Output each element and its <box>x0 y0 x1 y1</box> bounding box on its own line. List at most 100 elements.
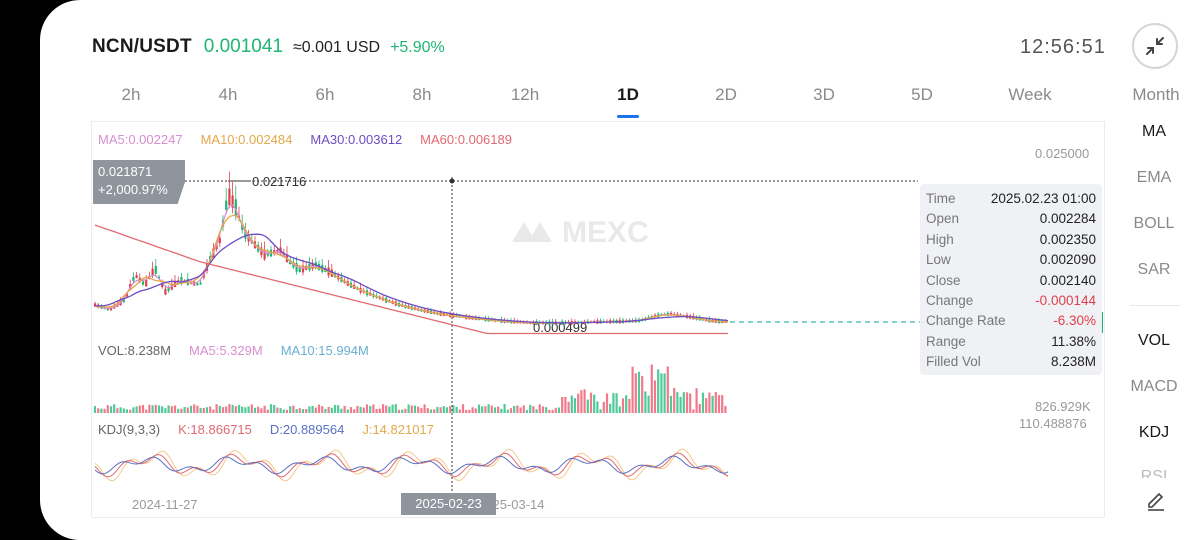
volume-bar <box>103 408 106 413</box>
volume-bar <box>362 407 365 413</box>
volume-bar <box>276 407 279 413</box>
volume-bar <box>353 409 356 413</box>
volume-bar <box>292 405 295 413</box>
volume-bar <box>132 407 135 413</box>
pair-name[interactable]: NCN/USDT <box>92 36 192 57</box>
tooltip-row: Low 0.002090 <box>926 250 1096 270</box>
volume-bar <box>218 405 221 413</box>
volume-bar <box>237 404 241 413</box>
indicator-rsi[interactable]: RSI <box>1140 468 1168 478</box>
tooltip-label: Filled Vol <box>926 354 981 370</box>
volume-bar <box>295 409 298 413</box>
volume-bar <box>193 404 196 413</box>
volume-bar <box>241 406 244 413</box>
volume-bar <box>359 406 362 413</box>
volume-bar <box>388 406 391 413</box>
volume-bar <box>503 404 506 413</box>
volume-bar <box>196 405 199 413</box>
tab-3d[interactable]: 3D <box>813 85 835 104</box>
volume-bar <box>679 396 682 413</box>
tab-1d[interactable]: 1D <box>617 85 639 104</box>
volume-bar <box>247 406 250 413</box>
current-price: 0.001041 <box>203 36 284 57</box>
volume-bar <box>119 407 122 413</box>
volume-bar <box>145 409 148 413</box>
indicator-vol[interactable]: VOL <box>1137 332 1170 349</box>
pencil-icon[interactable] <box>1145 490 1167 512</box>
volume-bar <box>356 405 359 413</box>
volume-bar <box>701 392 705 413</box>
volume-bar <box>458 409 461 413</box>
volume-bar <box>141 404 145 413</box>
watermark-text: MEXC <box>562 216 649 249</box>
volume-bar <box>529 404 532 413</box>
volume-bar <box>650 364 653 413</box>
volume-bar <box>164 408 167 413</box>
tab-8h[interactable]: 8h <box>412 85 432 104</box>
volume-bar <box>429 409 433 413</box>
tab-6h[interactable]: 6h <box>315 85 335 104</box>
volume-bar <box>177 408 180 413</box>
volume-bar <box>93 406 97 413</box>
kdj-j-label: J:14.821017 <box>362 422 434 437</box>
volume-bar <box>308 406 311 413</box>
ma-lines-layer <box>94 204 729 335</box>
volume-bar <box>641 376 644 413</box>
tooltip-row: Time 2025.02.23 01:00 <box>926 189 1096 209</box>
usd-equivalent: ≈0.001 USD <box>293 39 381 56</box>
tab-12h[interactable]: 12h <box>510 85 540 104</box>
volume-bar <box>538 404 541 413</box>
indicator-ema[interactable]: EMA <box>1136 169 1172 186</box>
tab-5d[interactable]: 5D <box>911 85 933 104</box>
volume-bar <box>644 391 647 413</box>
candle-body <box>234 199 237 216</box>
volume-bar <box>417 406 420 413</box>
volume-bar <box>282 409 285 413</box>
volume-bar <box>468 409 471 413</box>
tooltip-label: Range <box>926 333 966 349</box>
tab-week[interactable]: Week <box>1008 85 1052 104</box>
indicator-macd[interactable]: MACD <box>1130 378 1178 395</box>
collapse-button[interactable] <box>1132 23 1178 69</box>
tooltip-row: Change -0.000144 <box>926 291 1096 311</box>
volume-bar <box>301 409 305 413</box>
volume-bar <box>340 408 343 413</box>
volume-bar <box>317 404 321 413</box>
volume-bar <box>180 408 183 413</box>
candle-body <box>167 287 170 291</box>
candle-body <box>125 293 129 297</box>
candle-body <box>311 262 314 269</box>
volume-bar <box>612 393 615 413</box>
volume-bar <box>250 404 253 413</box>
tab-2d[interactable]: 2D <box>715 85 737 104</box>
volume-bar <box>215 404 218 413</box>
tooltip-value: -0.000144 <box>1035 292 1096 308</box>
volume-bar <box>657 369 660 413</box>
volume-bar <box>474 408 477 413</box>
volume-bar <box>298 408 301 413</box>
volume-bar <box>381 404 385 413</box>
indicator-ma[interactable]: MA <box>1142 123 1166 140</box>
indicator-boll[interactable]: BOLL <box>1133 215 1175 232</box>
candle-body <box>154 266 157 274</box>
tab-4h[interactable]: 4h <box>218 85 238 104</box>
volume-bar <box>212 409 215 413</box>
tab-month[interactable]: Month <box>1132 85 1180 104</box>
volume-bar <box>420 408 423 413</box>
tab-2h[interactable]: 2h <box>121 85 141 104</box>
volume-bar <box>445 407 449 413</box>
volume-bar <box>631 366 634 413</box>
ma60-label: MA60:0.006189 <box>420 132 512 147</box>
volume-bar <box>602 401 605 413</box>
volume-bar <box>561 396 564 413</box>
indicator-sar[interactable]: SAR <box>1137 261 1171 278</box>
indicator-kdj[interactable]: KDJ <box>1138 424 1170 441</box>
ma30-line <box>95 233 729 324</box>
tooltip-value: 0.002090 <box>1039 252 1096 268</box>
volume-bar <box>698 403 701 413</box>
volume-bar <box>385 405 388 413</box>
chart-area[interactable] <box>91 121 1105 518</box>
volume-bar <box>324 408 327 413</box>
crosshair-value-box: 0.021871 +2,000.97% <box>93 160 185 204</box>
volume-bar <box>615 393 618 413</box>
